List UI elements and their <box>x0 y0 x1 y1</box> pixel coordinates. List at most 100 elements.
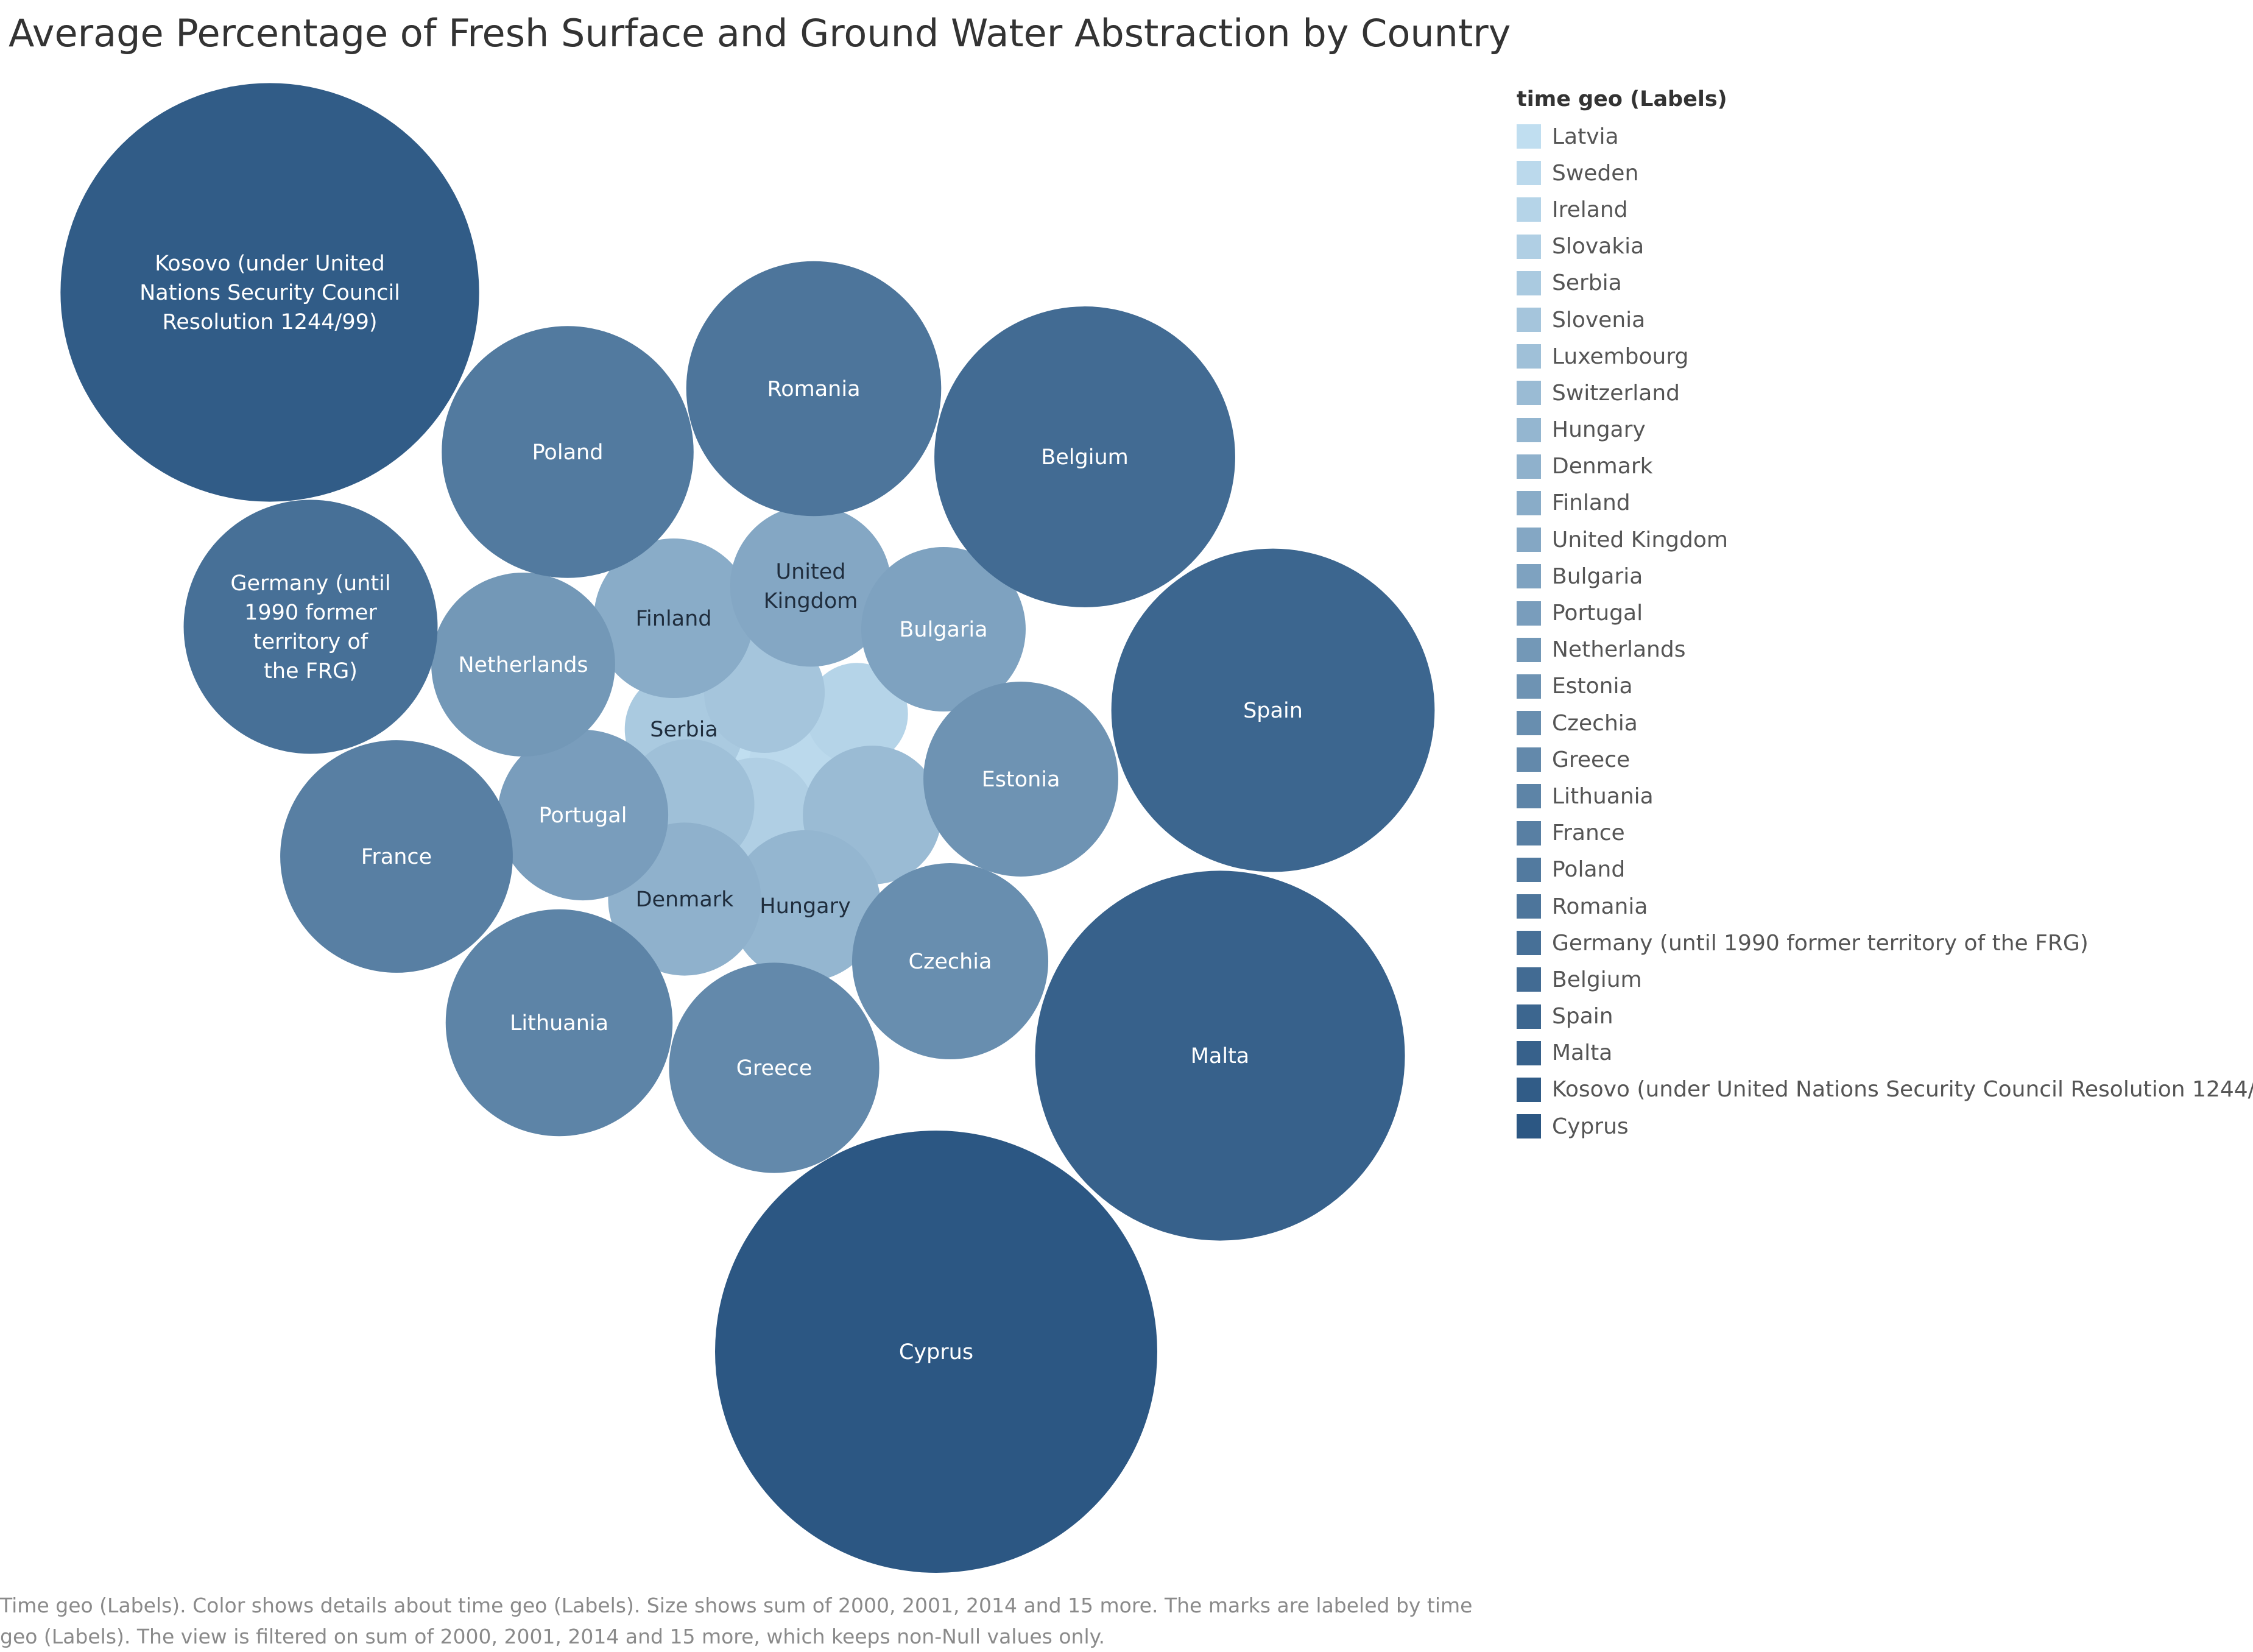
legend-swatch <box>1517 490 1541 515</box>
legend-label: Finland <box>1552 490 1631 516</box>
bubble-czechia[interactable] <box>851 863 1049 1060</box>
bubble-france[interactable] <box>280 740 513 973</box>
legend: time geo (Labels) Latvia Sweden Ireland Slo… <box>1517 84 2253 1145</box>
bubble-romania[interactable] <box>686 261 942 517</box>
legend-item-cyprus[interactable]: Cyprus <box>1517 1108 2253 1145</box>
legend-item-ireland[interactable]: Ireland <box>1517 191 2253 228</box>
legend-swatch <box>1517 197 1541 222</box>
bubble-label-germany-until-1990-former-territory-of-the-frg: Germany (until 1990 former territory of the… <box>230 571 390 683</box>
bubble-label-france: France <box>361 845 432 869</box>
legend-item-portugal[interactable]: Portugal <box>1517 595 2253 631</box>
bubble-label-united-kingdom: United Kingdom <box>764 560 858 613</box>
legend-item-sweden[interactable]: Sweden <box>1517 155 2253 191</box>
legend-item-latvia[interactable]: Latvia <box>1517 118 2253 155</box>
bubble-kosovo-under-united-nations-security-council-resolution-1244-99[interactable] <box>60 83 479 502</box>
bubble-label-hungary: Hungary <box>760 894 850 919</box>
legend-swatch <box>1517 417 1541 442</box>
legend-item-united-kingdom[interactable]: United Kingdom <box>1517 521 2253 558</box>
legend-item-romania[interactable]: Romania <box>1517 888 2253 925</box>
bubble-label-netherlands: Netherlands <box>458 653 588 677</box>
legend-item-denmark[interactable]: Denmark <box>1517 448 2253 485</box>
bubble-bulgaria[interactable] <box>861 547 1026 711</box>
legend-swatch <box>1517 747 1541 772</box>
legend-label: Sweden <box>1552 160 1639 186</box>
legend-label: Bulgaria <box>1552 563 1643 589</box>
legend-label: Poland <box>1552 857 1626 883</box>
legend-item-bulgaria[interactable]: Bulgaria <box>1517 558 2253 595</box>
legend-item-switzerland[interactable]: Switzerland <box>1517 375 2253 411</box>
legend-label: Latvia <box>1552 124 1619 149</box>
bubble-lithuania[interactable] <box>445 909 673 1137</box>
bubble-poland[interactable] <box>442 326 694 578</box>
legend-item-greece[interactable]: Greece <box>1517 741 2253 778</box>
legend-item-luxembourg[interactable]: Luxembourg <box>1517 338 2253 375</box>
bubble-united-kingdom[interactable] <box>730 505 892 667</box>
legend-item-serbia[interactable]: Serbia <box>1517 265 2253 302</box>
bubble-finland[interactable] <box>593 538 754 699</box>
bubble-netherlands[interactable] <box>431 573 615 757</box>
legend-swatch <box>1517 967 1541 992</box>
legend-swatch <box>1517 711 1541 736</box>
legend-label: Kosovo (under United Nations Security Co… <box>1552 1077 2253 1103</box>
legend-item-czechia[interactable]: Czechia <box>1517 705 2253 741</box>
bubble-label-romania: Romania <box>767 377 860 401</box>
bubble-spain[interactable] <box>1111 548 1435 872</box>
legend-label: Ireland <box>1552 197 1628 222</box>
legend-item-estonia[interactable]: Estonia <box>1517 668 2253 705</box>
legend-item-finland[interactable]: Finland <box>1517 485 2253 521</box>
legend-label: Cyprus <box>1552 1114 1629 1139</box>
legend-swatch <box>1517 161 1541 186</box>
bubble-ireland[interactable] <box>806 663 908 765</box>
legend-swatch <box>1517 454 1541 479</box>
legend-swatch <box>1517 124 1541 149</box>
legend-label: Portugal <box>1552 601 1643 626</box>
bubble-portugal[interactable] <box>497 729 669 901</box>
legend-swatch <box>1517 381 1541 406</box>
legend-item-hungary[interactable]: Hungary <box>1517 412 2253 448</box>
legend-label: Switzerland <box>1552 380 1680 406</box>
legend-swatch <box>1517 234 1541 259</box>
bubble-label-bulgaria: Bulgaria <box>899 618 987 642</box>
legend-swatch <box>1517 270 1541 295</box>
legend-item-lithuania[interactable]: Lithuania <box>1517 778 2253 814</box>
legend-swatch <box>1517 1040 1541 1065</box>
legend-item-poland[interactable]: Poland <box>1517 852 2253 888</box>
bubble-label-serbia: Serbia <box>650 718 718 742</box>
bubble-belgium[interactable] <box>934 306 1235 607</box>
legend-item-slovakia[interactable]: Slovakia <box>1517 228 2253 265</box>
legend-swatch <box>1517 1004 1541 1029</box>
legend-label: United Kingdom <box>1552 527 1728 552</box>
legend-item-belgium[interactable]: Belgium <box>1517 961 2253 998</box>
legend-item-kosovo-under-united-nations-security-council-resolution-1244-99[interactable]: Kosovo (under United Nations Security Co… <box>1517 1071 2253 1108</box>
bubble-germany-until-1990-former-territory-of-the-frg[interactable] <box>183 499 438 754</box>
legend-item-germany-until-1990-former-territory-of-the-frg[interactable]: Germany (until 1990 former territory of … <box>1517 925 2253 961</box>
legend-swatch <box>1517 528 1541 552</box>
bubble-hungary[interactable] <box>729 830 881 982</box>
bubble-malta[interactable] <box>1035 870 1405 1241</box>
legend-item-malta[interactable]: Malta <box>1517 1035 2253 1071</box>
legend-item-france[interactable]: France <box>1517 815 2253 852</box>
legend-item-slovenia[interactable]: Slovenia <box>1517 302 2253 338</box>
legend-swatch <box>1517 931 1541 956</box>
legend-label: Czechia <box>1552 710 1638 736</box>
bubble-cyprus[interactable] <box>715 1131 1157 1573</box>
legend-label: Slovakia <box>1552 234 1645 259</box>
legend-label: Romania <box>1552 894 1648 919</box>
legend-label: Belgium <box>1552 967 1642 992</box>
legend-label: Lithuania <box>1552 783 1654 809</box>
bubble-estonia[interactable] <box>923 682 1118 877</box>
legend-swatch <box>1517 601 1541 626</box>
legend-swatch <box>1517 564 1541 589</box>
legend-label: Germany (until 1990 former territory of … <box>1552 930 2089 956</box>
legend-swatch <box>1517 1114 1541 1139</box>
legend-label: Estonia <box>1552 674 1633 699</box>
legend-item-spain[interactable]: Spain <box>1517 998 2253 1035</box>
legend-swatch <box>1517 821 1541 845</box>
legend-label: Netherlands <box>1552 637 1686 663</box>
bubble-label-portugal: Portugal <box>539 803 627 828</box>
legend-swatch <box>1517 1077 1541 1102</box>
legend-item-netherlands[interactable]: Netherlands <box>1517 632 2253 668</box>
legend-label: Spain <box>1552 1004 1613 1029</box>
bubble-greece[interactable] <box>669 962 880 1173</box>
